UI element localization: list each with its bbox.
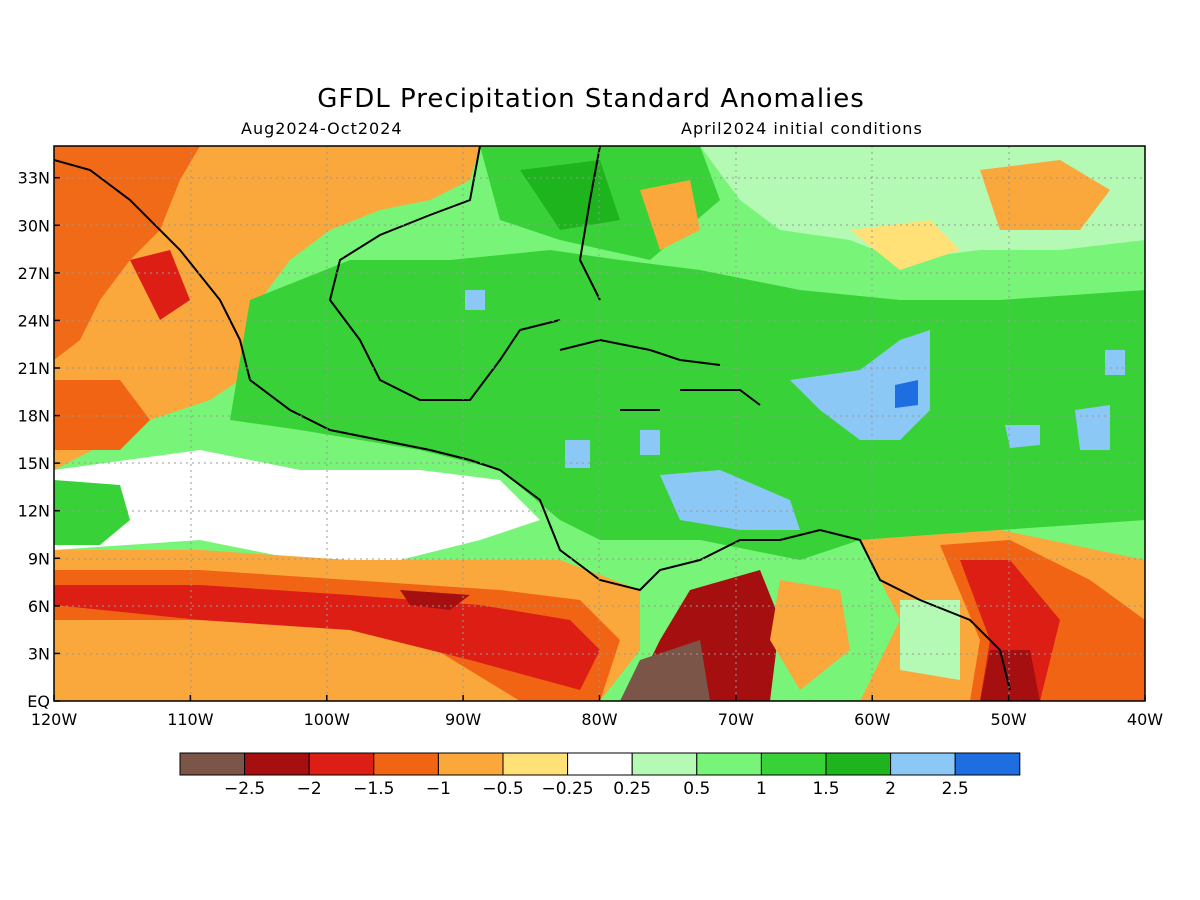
colorbar-swatch bbox=[567, 752, 633, 776]
colorbar-label: −2.5 bbox=[224, 779, 265, 799]
latitude-axis: EQ 3N 6N 9N 12N 15N 18N 21N 24N 27N 30N 33N bbox=[18, 169, 60, 711]
colorbar-swatch bbox=[825, 752, 892, 776]
colorbar-swatch bbox=[696, 752, 762, 776]
lon-tick-label: 100W bbox=[304, 710, 351, 729]
colorbar-label: −1.5 bbox=[353, 779, 394, 799]
colorbar-label: 1.5 bbox=[812, 779, 839, 799]
colorbar-label: 2.5 bbox=[942, 779, 969, 799]
longitude-axis: 120W 110W 100W 90W 80W 70W 60W 50W 40W bbox=[31, 695, 1163, 729]
lat-tick-label: 12N bbox=[18, 502, 50, 521]
colorbar-swatch bbox=[308, 752, 375, 776]
colorbar-swatch bbox=[244, 752, 310, 776]
lat-tick-label: 3N bbox=[28, 644, 50, 663]
lon-tick-label: 40W bbox=[1127, 710, 1163, 729]
lon-tick-label: 70W bbox=[718, 710, 754, 729]
colorbar-swatch bbox=[179, 752, 246, 776]
colorbar-label: 1 bbox=[756, 779, 767, 799]
lat-tick-label: 9N bbox=[28, 549, 50, 568]
lat-tick-label: 15N bbox=[18, 454, 50, 473]
lat-tick-label: 18N bbox=[18, 407, 50, 426]
colorbar-label: −0.5 bbox=[482, 779, 523, 799]
colorbar: −2.5 −2 −1.5 −1 −0.5 −0.25 0.25 0.5 1 1.5 2 2.5 bbox=[179, 752, 1021, 799]
colorbar-label: −0.25 bbox=[542, 779, 594, 799]
colorbar-label: 2 bbox=[885, 779, 896, 799]
colorbar-label: 0.25 bbox=[613, 779, 651, 799]
forecast-period: Aug2024-Oct2024 bbox=[241, 119, 403, 138]
colorbar-swatch bbox=[631, 752, 698, 776]
colorbar-label: −2 bbox=[297, 779, 322, 799]
lon-tick-label: 50W bbox=[991, 710, 1027, 729]
colorbar-swatch bbox=[760, 752, 827, 776]
colorbar-swatch bbox=[437, 752, 504, 776]
map-title: GFDL Precipitation Standard Anomalies bbox=[317, 84, 865, 114]
lon-tick-label: 110W bbox=[167, 710, 214, 729]
graticule bbox=[54, 146, 1145, 701]
lon-tick-label: 80W bbox=[581, 710, 617, 729]
lat-tick-label: 6N bbox=[28, 597, 50, 616]
lat-tick-label: 27N bbox=[18, 264, 50, 283]
initial-conditions: April2024 initial conditions bbox=[681, 119, 923, 138]
coastlines bbox=[54, 146, 1011, 691]
lon-tick-label: 120W bbox=[31, 710, 78, 729]
lat-tick-label: 21N bbox=[18, 359, 50, 378]
lat-tick-label: 33N bbox=[18, 169, 50, 188]
colorbar-label: 0.5 bbox=[683, 779, 710, 799]
lon-tick-label: 60W bbox=[854, 710, 890, 729]
colorbar-swatch bbox=[373, 752, 439, 776]
colorbar-swatch bbox=[502, 752, 569, 776]
anomaly-field bbox=[54, 146, 1145, 701]
colorbar-swatch bbox=[954, 752, 1021, 776]
lon-tick-label: 90W bbox=[445, 710, 481, 729]
lat-tick-label: 24N bbox=[18, 311, 50, 330]
lat-tick-label: 30N bbox=[18, 216, 50, 235]
lat-tick-label: EQ bbox=[27, 692, 50, 711]
colorbar-label: −1 bbox=[426, 779, 451, 799]
colorbar-swatch bbox=[890, 752, 956, 776]
